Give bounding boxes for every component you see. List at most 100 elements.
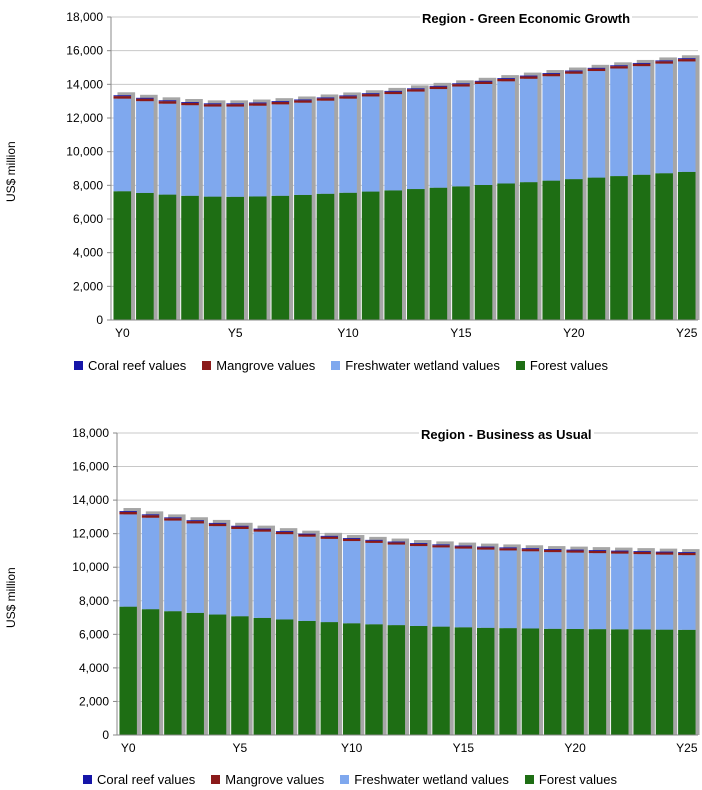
bar-segment-freshwater-wetland-values [248,105,267,197]
bar-segment-coral-reef-values [409,543,428,544]
x-tick-label: Y5 [228,326,243,340]
bar-segment-mangrove-values [158,101,177,104]
y-tick-label: 8,000 [73,178,103,192]
y-tick-label: 14,000 [72,493,109,507]
bar-segment-forest-values [588,629,607,735]
bar-segment-coral-reef-values [499,547,517,549]
bar-segment-freshwater-wetland-values [136,101,154,193]
x-tick-label: Y25 [676,741,698,755]
bar-segment-forest-values [113,191,132,320]
y-tick-label: 0 [96,313,103,327]
bar-segment-freshwater-wetland-values [186,523,204,613]
legend-swatch-coral [83,775,92,784]
bar-segment-forest-values [248,196,267,320]
bar-segment-mangrove-values [181,102,199,106]
bar-segment-freshwater-wetland-values [655,63,673,174]
bar-segment-coral-reef-values [429,85,448,87]
legend-item-coral: Coral reef values [83,772,195,787]
bar-segment-mangrove-values [632,63,651,67]
legend-label-wetland: Freshwater wetland values [345,358,500,373]
bar-segment-forest-values [655,173,673,320]
chart-title: Region - Business as Usual [419,427,594,442]
bar-segment-mangrove-values [141,515,160,518]
bar-segment-coral-reef-values [655,60,673,62]
bar-segment-mangrove-values [113,96,132,99]
bar-segment-freshwater-wetland-values [633,554,651,630]
bar-segment-forest-values [677,171,696,320]
bar-segment-mangrove-values [226,104,244,107]
bar-segment-forest-values [432,626,450,735]
bar-segment-freshwater-wetland-values [387,544,406,626]
bar-segment-mangrove-values [294,100,312,103]
bar-segment-forest-values [141,609,160,735]
chart-plot-area: 0 2,000 4,000 6,000 8,000 10,000 12,000 14,000 1… [72,426,700,755]
bar-segment-forest-values [655,629,674,735]
bar-segment-mangrove-values [365,540,383,543]
bar-segment-forest-values [226,196,244,320]
bar-segment-mangrove-values [271,102,290,105]
bar-segment-coral-reef-values [588,550,607,551]
bar-segment-mangrove-values [384,91,403,95]
bar-segment-forest-values [565,179,583,320]
bar-segment-freshwater-wetland-values [454,548,473,628]
y-tick-label: 18,000 [72,426,109,440]
bar-segment-coral-reef-values [519,75,538,77]
bar-segment-coral-reef-values [226,103,244,105]
bar-segment-freshwater-wetland-values [476,549,495,628]
legend-swatch-forest [524,775,534,784]
bar-segment-mangrove-values [521,549,540,552]
bar-segment-coral-reef-values [633,551,651,552]
bar-segment-freshwater-wetland-values [342,541,361,624]
bar-segment-coral-reef-values [275,531,294,532]
bar-segment-freshwater-wetland-values [253,531,271,618]
bar-segment-mangrove-values [542,73,561,77]
bar-segment-mangrove-values [136,98,154,102]
y-tick-label: 2,000 [79,694,109,708]
bar-segment-mangrove-values [119,511,137,515]
bar-segment-forest-values [271,195,290,320]
bar-segment-freshwater-wetland-values [208,526,227,615]
bar-segment-coral-reef-values [587,67,606,69]
bar-segment-mangrove-values [432,545,450,548]
y-tick-label: 2,000 [73,279,103,293]
bar-segment-forest-values [136,192,154,320]
bar-segment-forest-values [632,174,651,320]
y-tick-label: 16,000 [72,460,109,474]
legend-swatch-mangrove [202,361,212,370]
bar-segment-coral-reef-values [141,514,160,516]
bar-segment-coral-reef-values [248,102,267,104]
bar-segment-mangrove-values [610,66,628,69]
bar-segment-coral-reef-values [164,517,182,519]
bar-segment-forest-values [342,623,361,735]
bar-segment-mangrove-values [409,543,428,547]
bar-segment-mangrove-values [164,518,182,521]
bar-segment-coral-reef-values [497,78,515,79]
bar-segment-mangrove-values [253,529,271,532]
bar-segment-freshwater-wetland-values [678,555,696,630]
chart-business-as-usual: US$ million 0 2,000 4,000 6,000 8,000 10,000 1… [0,418,702,790]
legend-label-wetland: Freshwater wetland values [354,772,509,787]
x-tick-label: Y20 [564,741,586,755]
x-tick-label: Y20 [563,326,585,340]
bar-segment-forest-values [384,190,403,320]
bar-segment-mangrove-values [633,551,651,555]
bar-segment-forest-values [316,193,335,320]
bar-segment-mangrove-values [499,548,517,551]
bar-segment-forest-values [521,628,540,735]
chart-plot-area: 0 2,000 4,000 6,000 8,000 10,000 12,000 14,000 1… [66,10,700,340]
bar-segment-forest-values [294,194,312,320]
bar-segment-forest-values [474,184,493,320]
chart-green-economic-growth: US$ million 0 2,000 4,000 6,000 8,000 10,000 1… [0,0,702,385]
y-tick-label: 10,000 [66,145,103,159]
bar-segment-forest-values [231,616,249,735]
legend-label-coral: Coral reef values [97,772,196,787]
bar-segment-mangrove-values [454,546,473,549]
bar-segment-coral-reef-values [611,550,629,552]
chart-title: Region - Green Economic Growth [420,11,633,26]
bar-segment-forest-values [519,182,538,320]
bar-segment-forest-values [633,629,651,735]
bar-segment-freshwater-wetland-values [429,89,448,188]
bar-segment-coral-reef-values [384,90,403,92]
bar-segment-freshwater-wetland-values [432,547,450,627]
bar-segment-forest-values [497,183,515,320]
